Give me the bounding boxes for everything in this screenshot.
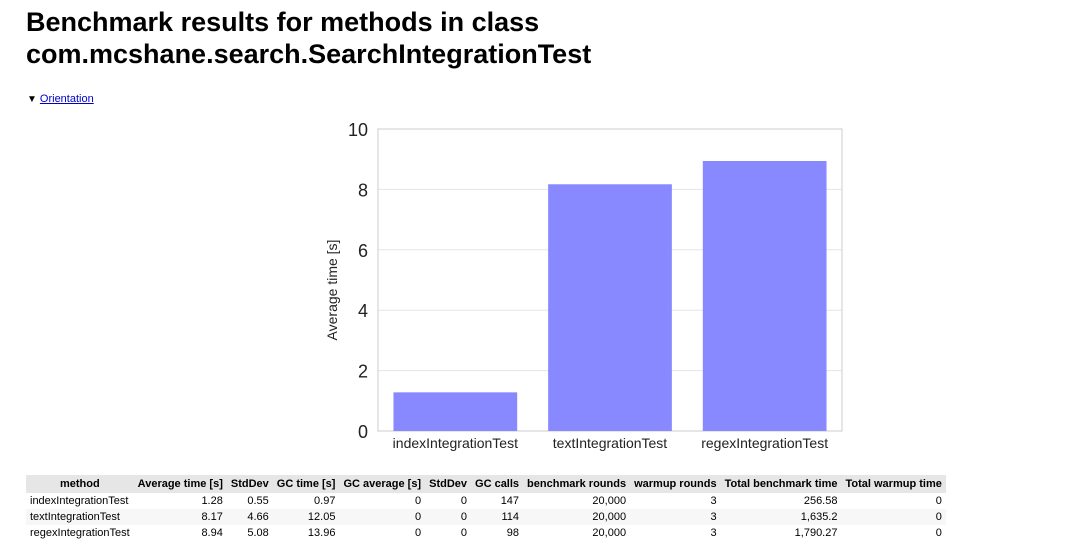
table-cell: 13.96 bbox=[307, 527, 336, 539]
page-title: Benchmark results for methods in class c… bbox=[26, 6, 591, 70]
orientation-toggle[interactable]: ▼ Orientation bbox=[27, 93, 94, 105]
table-cell: 20,000 bbox=[523, 509, 631, 525]
table-cell: 0 bbox=[460, 495, 468, 507]
column-header: GC average [s] bbox=[339, 475, 426, 493]
table-row: regexIntegrationTest 8.94 5.08 13.96 0 0 98 20,… bbox=[26, 525, 946, 541]
table-cell: 1.28 bbox=[201, 495, 223, 507]
y-tick-label: 2 bbox=[358, 362, 368, 382]
bar bbox=[393, 392, 518, 431]
bar bbox=[548, 184, 672, 431]
table-cell: 0 bbox=[841, 509, 946, 525]
column-header: StdDev bbox=[226, 475, 273, 493]
x-tick-label: indexIntegrationTest bbox=[393, 435, 518, 451]
column-header: warmup rounds bbox=[630, 475, 721, 493]
table-cell: 0.55 bbox=[247, 495, 269, 507]
table-cell: indexIntegrationTest bbox=[30, 495, 129, 507]
y-tick-label: 6 bbox=[358, 241, 368, 261]
table-cell: 0 bbox=[425, 509, 472, 525]
x-tick-label: textIntegrationTest bbox=[553, 435, 668, 451]
column-header: GC time [s] bbox=[272, 475, 340, 493]
table-cell: 0 bbox=[935, 495, 942, 507]
column-header: method bbox=[26, 475, 134, 493]
table-cell: 0 bbox=[339, 509, 426, 525]
results-table: method Average time [s] StdDev GC time [s] G… bbox=[26, 475, 946, 541]
table-cell: 147 bbox=[500, 495, 520, 507]
column-header: Average time [s] bbox=[133, 475, 227, 493]
table-cell: 5.08 bbox=[247, 527, 269, 539]
column-header: Total benchmark time bbox=[720, 475, 842, 493]
y-axis-title: Average time [s] bbox=[324, 240, 340, 341]
table-cell: 256.58 bbox=[803, 495, 838, 507]
page-title-line-1: Benchmark results for methods in class bbox=[26, 7, 540, 37]
y-tick-label: 0 bbox=[358, 422, 368, 442]
table-row: indexIntegrationTest 1.28 0.55 0.97 0 0 147 20,… bbox=[26, 493, 946, 509]
table-cell: 0 bbox=[935, 527, 942, 539]
column-header: GC calls bbox=[471, 475, 524, 493]
table-cell: 12.05 bbox=[272, 509, 340, 525]
triangle-down-icon: ▼ bbox=[27, 94, 37, 105]
table-row: textIntegrationTest 8.17 4.66 12.05 0 0 114 20,… bbox=[26, 509, 946, 525]
table-cell: regexIntegrationTest bbox=[30, 527, 130, 539]
y-tick-label: 10 bbox=[348, 120, 368, 140]
table-cell: 0 bbox=[460, 527, 468, 539]
table-cell: 0 bbox=[414, 527, 422, 539]
table-cell: 1,790.27 bbox=[794, 527, 838, 539]
table-cell: 114 bbox=[471, 509, 524, 525]
y-tick-label: 8 bbox=[358, 180, 368, 200]
bar bbox=[702, 161, 827, 431]
table-cell: 3 bbox=[710, 527, 717, 539]
x-axis-labels: indexIntegrationTest textIntegrationTest r… bbox=[393, 435, 829, 451]
bar-chart: 0 2 4 6 8 10 indexIntegrationTest textIntegrat… bbox=[324, 120, 843, 451]
table-cell: 4.66 bbox=[226, 509, 273, 525]
y-axis-ticks: 0 2 4 6 8 10 bbox=[348, 120, 368, 442]
orientation-link[interactable]: Orientation bbox=[39, 93, 94, 105]
y-tick-label: 4 bbox=[358, 301, 368, 321]
table-cell: 0 bbox=[414, 495, 422, 507]
page-title-line-2: com.mcshane.search.SearchIntegrationTest bbox=[26, 39, 592, 69]
chart-bars bbox=[393, 161, 827, 431]
table-cell: 3 bbox=[630, 509, 721, 525]
column-header: Total warmup time bbox=[841, 475, 946, 493]
table-header-row: method Average time [s] StdDev GC time [s] G… bbox=[26, 475, 946, 493]
table-cell: 8.94 bbox=[201, 527, 223, 539]
table-cell: 1,635.2 bbox=[720, 509, 842, 525]
table-cell: textIntegrationTest bbox=[26, 509, 134, 525]
table-cell: 20,000 bbox=[592, 527, 627, 539]
table-cell: 0.97 bbox=[314, 495, 336, 507]
column-header: StdDev bbox=[425, 475, 472, 493]
column-header: benchmark rounds bbox=[523, 475, 631, 493]
x-tick-label: regexIntegrationTest bbox=[701, 435, 828, 451]
table-cell: 98 bbox=[506, 527, 520, 539]
table-body: indexIntegrationTest 1.28 0.55 0.97 0 0 147 20,… bbox=[26, 493, 946, 541]
table-cell: 8.17 bbox=[133, 509, 227, 525]
table-cell: 3 bbox=[710, 495, 717, 507]
table-cell: 20,000 bbox=[592, 495, 627, 507]
